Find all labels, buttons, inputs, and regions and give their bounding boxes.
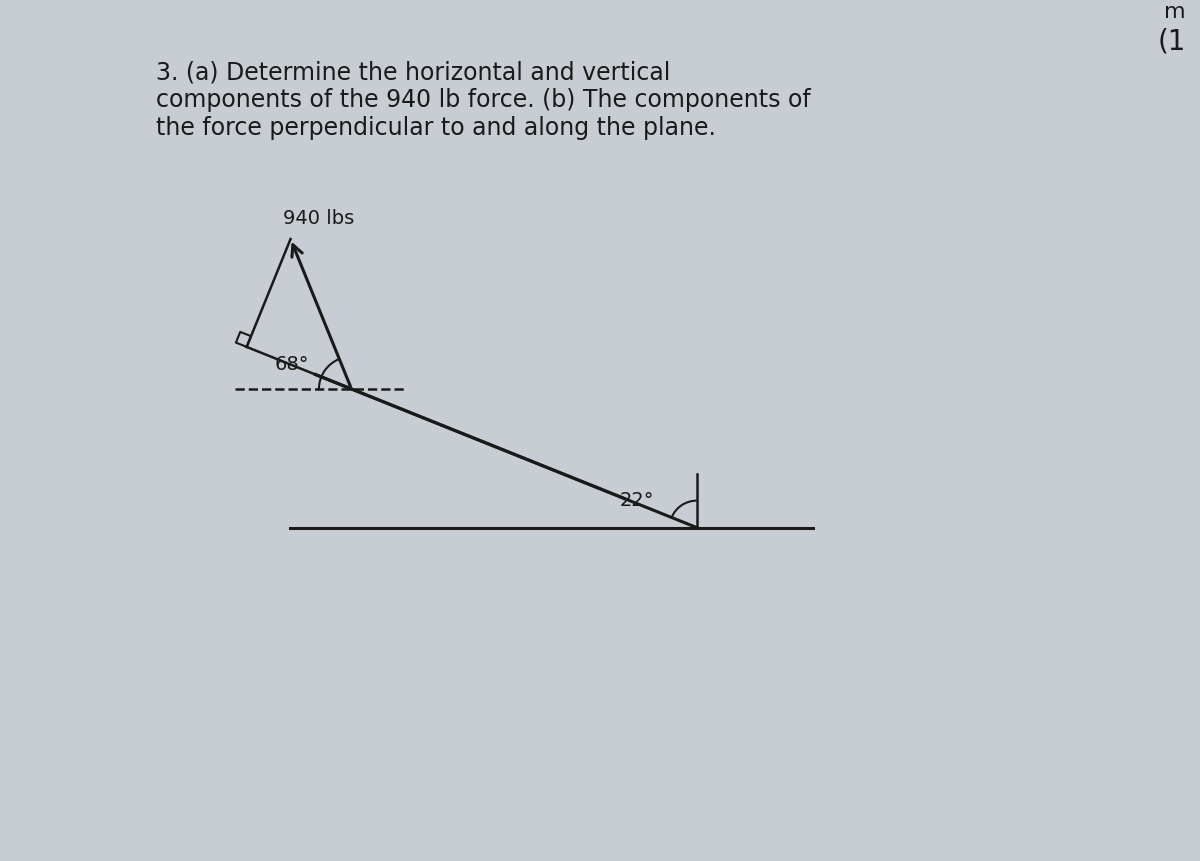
Text: 22°: 22° <box>619 491 654 510</box>
Text: (1: (1 <box>1157 28 1186 56</box>
Text: 940 lbs: 940 lbs <box>283 208 354 227</box>
Text: 3. (a) Determine the horizontal and vertical
components of the 940 lb force. (b): 3. (a) Determine the horizontal and vert… <box>156 60 811 139</box>
Text: 68°: 68° <box>275 355 308 374</box>
Text: m: m <box>1164 2 1186 22</box>
